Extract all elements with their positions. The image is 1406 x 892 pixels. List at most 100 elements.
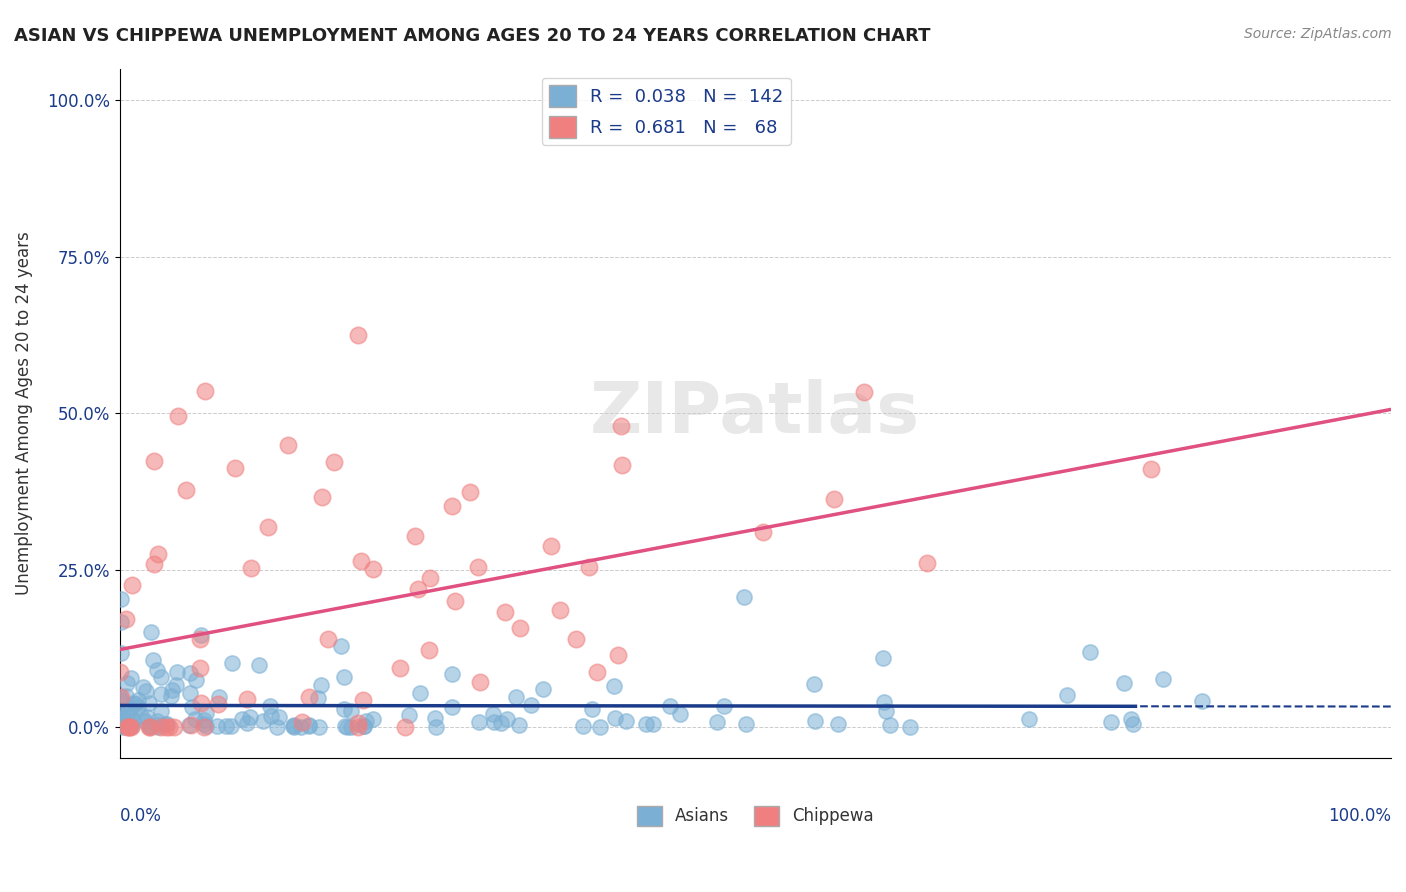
Text: Source: ZipAtlas.com: Source: ZipAtlas.com	[1244, 27, 1392, 41]
Point	[735, 716, 758, 731]
Point	[308, 720, 330, 734]
Point	[1056, 688, 1078, 702]
Point	[588, 720, 610, 734]
Point	[470, 675, 492, 690]
Point	[231, 712, 253, 726]
Point	[298, 719, 321, 733]
Point	[353, 719, 375, 733]
Point	[669, 706, 692, 721]
Point	[1121, 717, 1143, 731]
Point	[1114, 675, 1136, 690]
Point	[141, 624, 163, 639]
Point	[110, 712, 132, 726]
Point	[872, 651, 894, 665]
Point	[190, 628, 212, 642]
Point	[603, 679, 626, 693]
Point	[406, 582, 429, 596]
Point	[823, 491, 845, 506]
Text: ZIPatlas: ZIPatlas	[591, 379, 921, 448]
Point	[236, 692, 259, 706]
Point	[132, 681, 155, 695]
Point	[190, 661, 212, 675]
Point	[208, 690, 231, 704]
Point	[252, 714, 274, 729]
Point	[247, 658, 270, 673]
Point	[333, 702, 356, 716]
Point	[356, 714, 378, 729]
Point	[180, 718, 202, 732]
Point	[298, 718, 321, 732]
Point	[260, 709, 283, 723]
Point	[266, 720, 288, 734]
Point	[214, 718, 236, 732]
Point	[118, 720, 141, 734]
Point	[259, 699, 281, 714]
Point	[336, 720, 359, 734]
Point	[174, 483, 197, 498]
Point	[150, 670, 173, 684]
Point	[127, 700, 149, 714]
Point	[142, 653, 165, 667]
Point	[108, 665, 131, 680]
Point	[610, 458, 633, 472]
Point	[179, 686, 201, 700]
Point	[585, 665, 607, 680]
Point	[565, 632, 588, 646]
Point	[482, 715, 505, 730]
Point	[898, 720, 921, 734]
Point	[636, 717, 658, 731]
Point	[110, 718, 132, 732]
Point	[124, 696, 146, 710]
Point	[136, 710, 159, 724]
Point	[163, 720, 186, 734]
Text: 100.0%: 100.0%	[1329, 806, 1391, 824]
Point	[124, 698, 146, 712]
Text: 0.0%: 0.0%	[120, 806, 162, 824]
Point	[108, 719, 131, 733]
Point	[183, 712, 205, 726]
Point	[134, 714, 156, 728]
Point	[149, 687, 172, 701]
Point	[610, 418, 633, 433]
Point	[138, 720, 160, 734]
Point	[423, 711, 446, 725]
Point	[145, 663, 167, 677]
Point	[1078, 645, 1101, 659]
Point	[146, 720, 169, 734]
Point	[509, 621, 531, 635]
Point	[167, 409, 190, 424]
Point	[318, 632, 340, 646]
Point	[290, 720, 312, 734]
Point	[361, 562, 384, 576]
Point	[706, 714, 728, 729]
Point	[508, 718, 530, 732]
Point	[1140, 461, 1163, 475]
Point	[110, 592, 132, 607]
Point	[548, 602, 571, 616]
Point	[347, 720, 370, 734]
Point	[193, 716, 215, 731]
Point	[520, 698, 543, 713]
Point	[875, 705, 897, 719]
Point	[418, 643, 440, 657]
Point	[117, 706, 139, 720]
Point	[879, 718, 901, 732]
Point	[307, 691, 329, 706]
Point	[166, 665, 188, 680]
Point	[827, 717, 849, 731]
Point	[150, 704, 173, 718]
Point	[482, 706, 505, 721]
Point	[659, 698, 682, 713]
Point	[505, 690, 527, 705]
Point	[496, 712, 519, 726]
Point	[309, 678, 332, 692]
Point	[156, 717, 179, 731]
Point	[458, 485, 481, 500]
Point	[641, 717, 664, 731]
Point	[277, 438, 299, 452]
Point	[363, 713, 385, 727]
Point	[110, 690, 132, 705]
Point	[179, 666, 201, 681]
Point	[121, 719, 143, 733]
Text: ASIAN VS CHIPPEWA UNEMPLOYMENT AMONG AGES 20 TO 24 YEARS CORRELATION CHART: ASIAN VS CHIPPEWA UNEMPLOYMENT AMONG AGE…	[14, 27, 931, 45]
